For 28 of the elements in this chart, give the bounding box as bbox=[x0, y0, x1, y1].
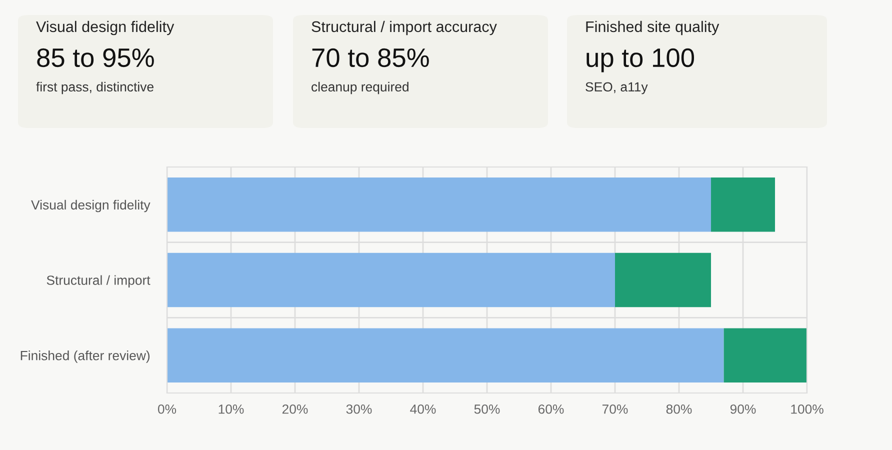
x-tick-label: 70% bbox=[602, 404, 628, 414]
x-tick-label: 10% bbox=[218, 404, 244, 414]
bar bbox=[711, 178, 775, 232]
x-tick-label: 90% bbox=[730, 404, 756, 414]
bar bbox=[724, 328, 807, 382]
x-tick-label: 30% bbox=[346, 404, 372, 414]
text: Structural / import accuracy bbox=[312, 20, 497, 36]
text: first pass, distinctive bbox=[36, 82, 154, 94]
x-tick-label: 20% bbox=[282, 404, 308, 414]
x-tick-label: 40% bbox=[410, 404, 436, 414]
x-tick-label: 100% bbox=[791, 404, 824, 414]
text: 85 to 95% bbox=[37, 48, 154, 68]
text: up to 100 bbox=[586, 48, 694, 72]
text: Finished site quality bbox=[586, 20, 720, 36]
y-tick-label: Visual design fidelity bbox=[31, 200, 150, 212]
bar bbox=[167, 252, 615, 308]
text: SEO, a11y bbox=[586, 82, 648, 94]
x-tick-label: 50% bbox=[474, 404, 500, 414]
bar bbox=[167, 178, 711, 232]
bar bbox=[167, 328, 724, 382]
x-tick-label: 0% bbox=[158, 404, 176, 414]
text: 70 to 85% bbox=[312, 48, 429, 68]
y-tick-label: Structural / import bbox=[46, 275, 150, 288]
text: cleanup required bbox=[312, 82, 408, 94]
x-tick-label: 60% bbox=[538, 404, 564, 414]
x-tick-label: 80% bbox=[666, 404, 692, 414]
y-tick-label: Finished (after review) bbox=[20, 350, 150, 363]
bar bbox=[615, 252, 711, 308]
